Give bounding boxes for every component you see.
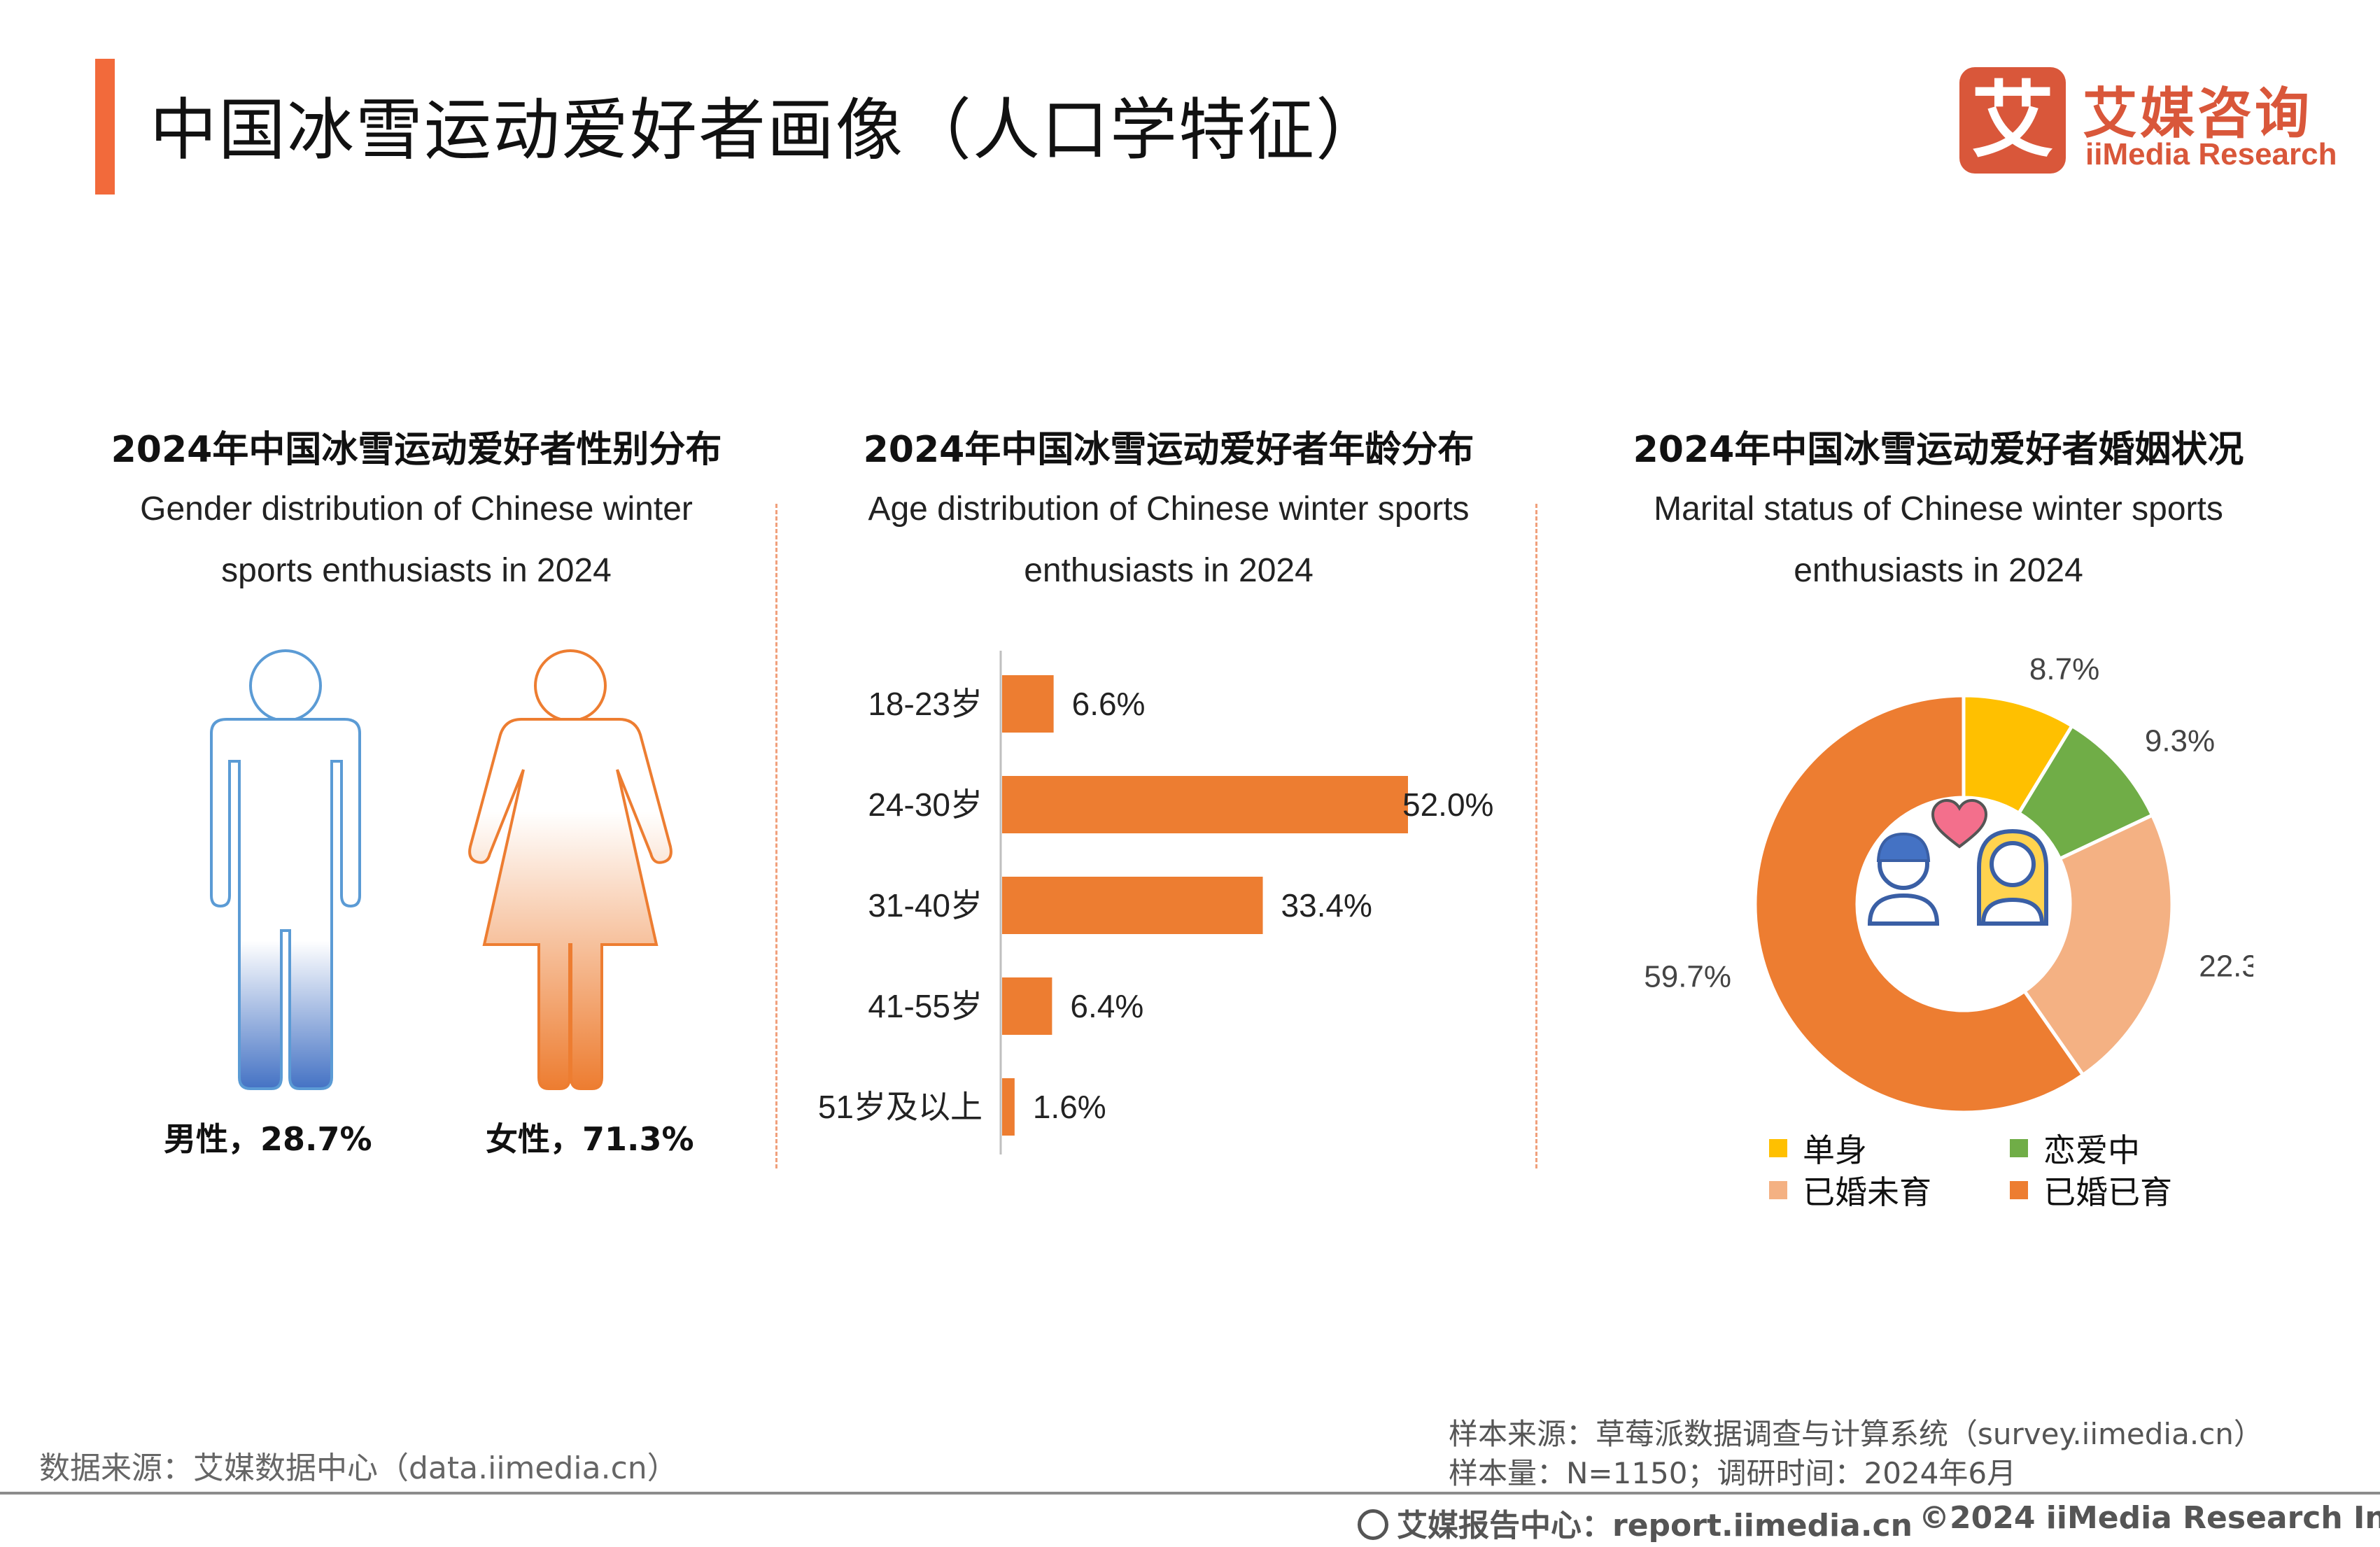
marital-chart-subtitle: Marital status of Chinese winter sports …	[1568, 479, 2309, 602]
age-bar	[1002, 877, 1263, 934]
legend-label-in-love: 恋爱中	[2043, 1131, 2140, 1169]
female-avatar-icon	[1977, 828, 2048, 926]
legend-swatch-in-love	[2010, 1139, 2028, 1157]
panel-divider-right	[1535, 504, 1537, 1168]
age-bar-chart: 18-23岁 6.6% 24-30岁 52.0% 31-40岁 33.4% 41-55岁 6.…	[818, 651, 1493, 1154]
age-category-label: 51岁及以上	[818, 1089, 983, 1125]
donut-slice	[1753, 693, 2086, 1115]
gender-chart-title: 2024年中国冰雪运动爱好者性别分布	[111, 429, 722, 471]
footer-divider	[0, 1492, 2380, 1495]
age-bar	[1002, 1078, 1015, 1136]
donut-value-label: 22.3%	[2199, 949, 2253, 984]
age-chart-title: 2024年中国冰雪运动爱好者年龄分布	[863, 429, 1474, 471]
marital-chart-title: 2024年中国冰雪运动爱好者婚姻状况	[1633, 429, 2244, 471]
sample-source: 样本来源：草莓派数据调查与计算系统（survey.iimedia.cn）	[1449, 1417, 2263, 1451]
heart-icon	[1931, 798, 1988, 849]
couple-icon	[1867, 798, 2048, 926]
age-subtitle-line1: Age distribution of Chinese winter sport…	[868, 490, 1470, 528]
legend-item-married-child: 已婚已育	[2010, 1167, 2172, 1213]
age-value-label: 1.6%	[1033, 1089, 1106, 1125]
logo-mark: 艾	[1959, 67, 2066, 174]
globe-icon	[1358, 1509, 1388, 1540]
legend-item-married-no-child: 已婚未育	[1769, 1167, 1931, 1213]
age-value-label: 33.4%	[1281, 887, 1372, 924]
age-bar	[1002, 776, 1408, 833]
donut-value-label: 9.3%	[2145, 723, 2215, 758]
age-subtitle-line2: enthusiasts in 2024	[1024, 552, 1314, 589]
sample-size: 样本量：N=1150；调研时间：2024年6月	[1449, 1456, 2017, 1490]
logo-en-text: iiMedia Research	[2085, 137, 2337, 171]
age-value-label: 6.4%	[1070, 988, 1143, 1024]
age-bar	[1002, 977, 1052, 1035]
female-figure-icon	[468, 649, 673, 1090]
age-chart-subtitle: Age distribution of Chinese winter sport…	[798, 479, 1540, 602]
iimedia-logo: 艾 艾媒咨询 iiMedia Research	[1959, 67, 2351, 179]
female-label: 女性，71.3%	[486, 1120, 694, 1158]
data-source: 数据来源：艾媒数据中心（data.iimedia.cn）	[39, 1450, 678, 1486]
male-figure-icon	[210, 649, 361, 1090]
logo-cn-text: 艾媒咨询	[2083, 83, 2313, 146]
legend-item-single: 单身	[1769, 1125, 1867, 1171]
page-title: 中国冰雪运动爱好者画像（人口学特征）	[150, 91, 1384, 169]
gender-subtitle-line2: sports enthusiasts in 2024	[221, 552, 612, 589]
legend-swatch-married-no-child	[1769, 1181, 1787, 1199]
legend-label-married-no-child: 已婚未育	[1803, 1173, 1931, 1211]
report-center-text: 艾媒报告中心：report.iimedia.cn	[1397, 1508, 1913, 1544]
age-bar	[1002, 675, 1054, 733]
panel-divider-left	[775, 504, 777, 1168]
legend-label-married-child: 已婚已育	[2043, 1173, 2172, 1211]
report-center: 艾媒报告中心：report.iimedia.cn	[1358, 1500, 1913, 1545]
gender-chart-subtitle: Gender distribution of Chinese winter sp…	[56, 479, 777, 602]
age-value-label: 52.0%	[1402, 786, 1493, 823]
male-avatar-icon	[1867, 832, 1940, 926]
male-label: 男性，28.7%	[164, 1120, 372, 1158]
donut-slice	[2022, 812, 2174, 1078]
marital-subtitle-line2: enthusiasts in 2024	[1794, 552, 2083, 589]
gender-pictogram	[210, 649, 673, 1090]
legend-label-single: 单身	[1803, 1131, 1867, 1169]
donut-value-label: 8.7%	[2029, 652, 2099, 686]
age-category-label: 18-23岁	[868, 686, 983, 722]
legend-swatch-married-child	[2010, 1181, 2028, 1199]
age-value-label: 6.6%	[1072, 686, 1146, 722]
marital-donut-chart: 8.7% 9.3% 22.3% 59.7%	[1644, 652, 2253, 1115]
copyright: ©2024 iiMedia Research Inc	[1919, 1500, 2380, 1536]
age-category-label: 41-55岁	[868, 988, 983, 1024]
legend-swatch-single	[1769, 1139, 1787, 1157]
legend-item-in-love: 恋爱中	[2010, 1125, 2140, 1171]
gender-subtitle-line1: Gender distribution of Chinese winter	[140, 490, 693, 528]
donut-value-label: 59.7%	[1644, 959, 1731, 994]
marital-subtitle-line1: Marital status of Chinese winter sports	[1654, 490, 2223, 528]
title-accent-bar	[95, 59, 115, 195]
age-category-label: 24-30岁	[868, 786, 983, 823]
age-category-label: 31-40岁	[868, 887, 983, 924]
